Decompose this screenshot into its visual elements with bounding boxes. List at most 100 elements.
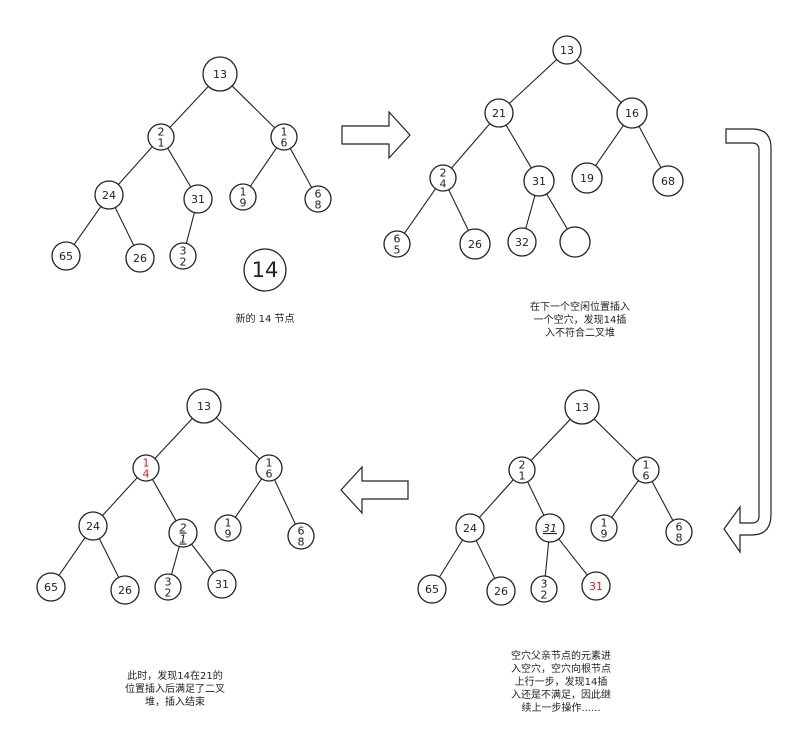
tree-edge — [58, 537, 86, 576]
heap-node: 26 — [459, 228, 491, 260]
heap-node: 16 — [616, 97, 648, 129]
heap-node: 65 — [36, 572, 66, 602]
caption-panel-3: 空穴父亲节点的元素进 入空穴，空穴向根节点 上行一步，发现14插 入还是不满足，… — [491, 650, 631, 715]
heap-node: 14 — [243, 248, 287, 292]
tree-edge — [191, 543, 214, 574]
node-label: 1 — [158, 137, 165, 150]
node-circle — [110, 575, 140, 605]
node-label: 6 — [266, 468, 273, 481]
tree-edge — [170, 546, 180, 575]
heap-node: 19 — [590, 514, 618, 542]
node-circle — [632, 456, 660, 484]
node-circle — [616, 97, 648, 129]
caption-panel-4: 此时，发现14在21的 位置插入后满足了二叉 堆，插入结束 — [105, 670, 245, 709]
node-label: 2 — [180, 522, 187, 535]
node-label: 31 — [543, 522, 557, 535]
node-circle — [147, 123, 175, 151]
node-label: 2 — [180, 256, 187, 269]
node-circle — [255, 454, 283, 482]
heap-node: 31 — [535, 513, 565, 543]
node-label: 26 — [133, 252, 147, 265]
heap-node: 31 — [183, 184, 213, 214]
node-label: 13 — [575, 401, 589, 414]
heap-node: 19 — [229, 183, 257, 211]
node-label: 31 — [191, 193, 205, 206]
heap-node: 31 — [523, 165, 555, 197]
tree-edge — [274, 479, 296, 525]
node-label: 1 — [180, 533, 187, 546]
tree-edge — [448, 189, 469, 231]
node-label: 26 — [494, 585, 508, 598]
node-circle — [202, 56, 238, 92]
tree-edge — [530, 418, 571, 461]
tree-edge — [438, 539, 464, 578]
node-label: 8 — [676, 532, 683, 545]
caption-line: 堆，插入结束 — [145, 697, 205, 708]
node-label: 1 — [643, 459, 650, 472]
node-circle — [523, 165, 555, 197]
tree-edge — [576, 59, 622, 103]
tree-edge — [215, 417, 260, 460]
node-circle — [383, 230, 411, 258]
tree-edge — [451, 123, 491, 169]
caption-line: 此时，发现14在21的 — [127, 671, 223, 682]
tree-edge — [478, 479, 514, 518]
node-label: 32 — [515, 236, 529, 249]
node-label: 1 — [281, 126, 288, 139]
heap-node: 26 — [486, 576, 516, 606]
heap-node: 13 — [202, 56, 238, 92]
node-circle — [186, 388, 222, 424]
tree-edge — [505, 124, 532, 169]
node-label: 8 — [298, 536, 305, 549]
node-circle — [484, 98, 514, 128]
node-label: 14 — [252, 258, 279, 282]
tree-edge — [525, 195, 536, 229]
heap-node: 68 — [652, 165, 684, 197]
node-label: 9 — [225, 528, 232, 541]
heap-node: 26 — [110, 575, 140, 605]
node-label: 2 — [440, 167, 447, 180]
node-circle — [486, 576, 516, 606]
caption-line: 在下一个空闲位置插入 — [530, 302, 630, 313]
node-circle — [508, 456, 536, 484]
node-label: 68 — [661, 175, 675, 188]
heap-node: 32 — [154, 573, 182, 601]
heap-node: 21 — [508, 456, 536, 484]
heap-node: 68 — [287, 522, 315, 550]
node-label: 3 — [180, 245, 187, 258]
node-label: 24 — [463, 522, 477, 535]
heap-node: 24 — [429, 164, 457, 192]
node-label: 3 — [165, 576, 172, 589]
tree-edge — [403, 188, 437, 234]
tree-edge — [185, 212, 195, 244]
left-arrow-icon — [340, 465, 409, 515]
node-circle — [168, 518, 198, 548]
tree-edge — [249, 147, 278, 187]
tree-edge — [544, 541, 550, 577]
heap-node: 19 — [214, 514, 242, 542]
right-arrow-icon — [341, 110, 411, 160]
node-label: 4 — [440, 178, 447, 191]
node-label: 24 — [86, 520, 100, 533]
tree-edge — [475, 540, 496, 579]
node-circle — [287, 522, 315, 550]
node-label: 13 — [560, 44, 574, 57]
empty-hole-node — [559, 226, 591, 258]
heap-node: 16 — [255, 454, 283, 482]
node-label: 65 — [59, 250, 73, 263]
node-label: 6 — [315, 188, 322, 201]
node-label: 2 — [541, 589, 548, 602]
heap-node: 13 — [552, 35, 582, 65]
heap-node: 26 — [125, 243, 155, 273]
heap-node: 21 — [168, 518, 198, 548]
heap-node: 16 — [632, 456, 660, 484]
node-circle — [214, 514, 242, 542]
node-circle — [571, 162, 603, 194]
node-circle — [652, 165, 684, 197]
tree-edge — [558, 538, 588, 576]
node-label: 26 — [118, 584, 132, 597]
heap-node: 68 — [665, 518, 693, 546]
caption-line: 新的 14 节点 — [235, 314, 295, 325]
node-label: 5 — [394, 244, 401, 257]
